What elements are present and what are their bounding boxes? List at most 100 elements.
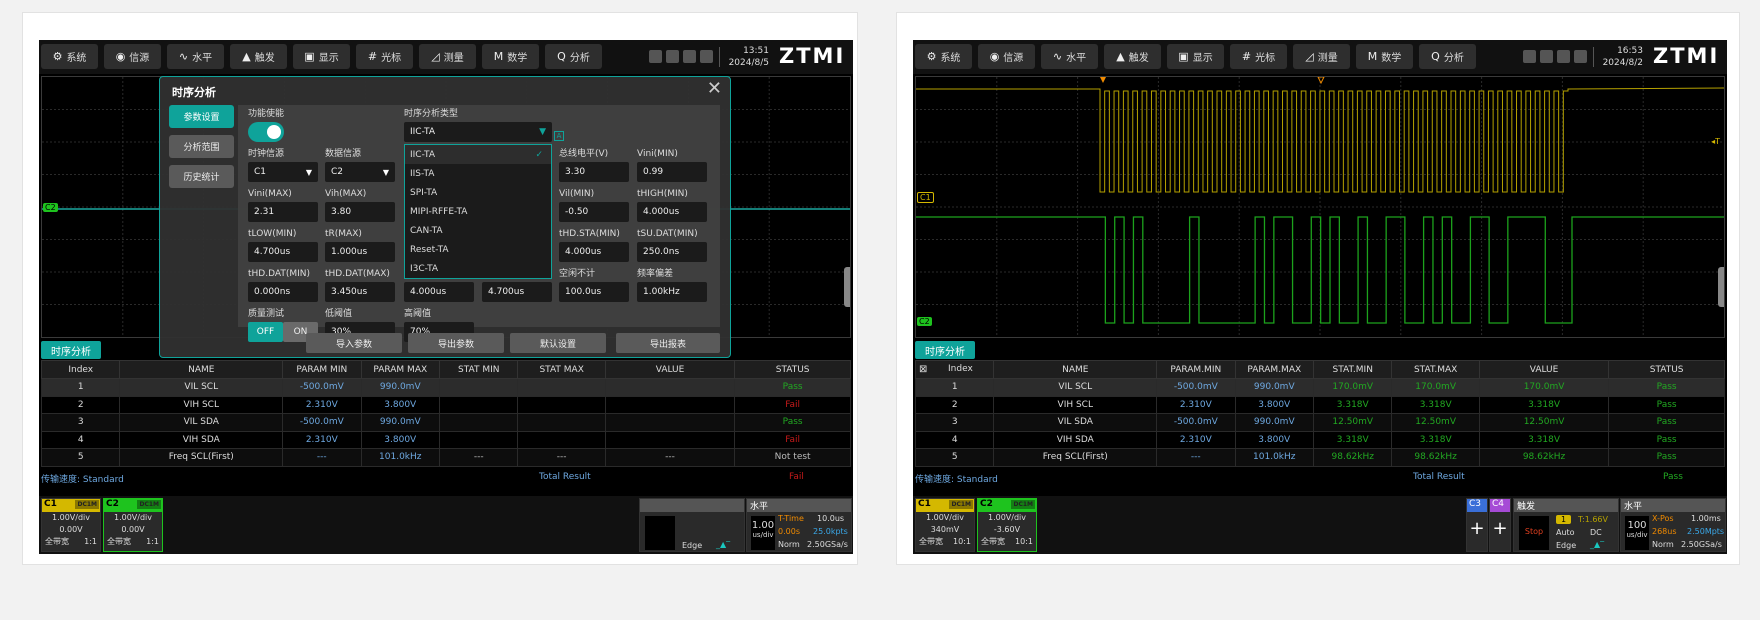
toolbar-button-source[interactable]: ◉ 信源	[104, 44, 161, 69]
toolbar-button-source[interactable]: ◉ 信源	[978, 44, 1035, 69]
clock-date: 2024/8/2	[1602, 58, 1643, 68]
field-value: 3.30	[565, 167, 586, 177]
dropdown-option[interactable]: IIC-TA ✓	[405, 145, 551, 164]
table-row[interactable]: 4 VIH SDA 2.310V 3.800V 3.318V 3.318V 3.318V Pa…	[914, 430, 1725, 449]
param-input[interactable]: 0.99	[637, 162, 707, 182]
toolbar-button-cursor[interactable]: # 光标	[356, 44, 413, 69]
param-input[interactable]: -0.50	[559, 202, 629, 222]
analysis-type-dropdown: IIC-TA ✓ IIS-TA SPI-TA MIPI-RFFE-TA CAN-TA Res…	[404, 144, 552, 279]
dropdown-option[interactable]: I3C-TA	[405, 259, 551, 278]
export-report-button[interactable]: 导出报表	[616, 333, 720, 353]
table-row[interactable]: 4 VIH SDA 2.310V 3.800V Fail	[40, 430, 851, 449]
export-params-button[interactable]: 导出参数	[408, 333, 504, 353]
toolbar-button-horizontal[interactable]: ∿ 水平	[1041, 44, 1098, 69]
toolbar-button-math[interactable]: M 数学	[482, 44, 539, 69]
param-input[interactable]: 4.000us	[404, 282, 474, 302]
channel-offset: 340mV	[930, 525, 960, 534]
param-input[interactable]: 3.30	[559, 162, 629, 182]
param-input[interactable]: 4.000us	[559, 242, 629, 262]
timing-analysis-tab[interactable]: 时序分析	[41, 341, 101, 359]
param-input[interactable]: 3.80	[325, 202, 395, 222]
dropdown-option[interactable]: Reset-TA	[405, 240, 551, 259]
param-input[interactable]: 250.0ns	[637, 242, 707, 262]
table-settings-icon[interactable]: ⊠	[919, 364, 928, 375]
param-input[interactable]: 4.700us	[248, 242, 318, 262]
param-input[interactable]: 4.000us	[637, 202, 707, 222]
toolbar-button-horizontal[interactable]: ∿ 水平	[167, 44, 224, 69]
cell-pmax: 3.800V	[360, 395, 441, 414]
toolbar-button-cursor[interactable]: # 光标	[1230, 44, 1287, 69]
search-icon: Q	[1431, 50, 1440, 63]
caret-down-icon: ▼	[539, 127, 546, 137]
param-input[interactable]: 1.000us	[325, 242, 395, 262]
channel-c1-box[interactable]: C1 DC1M 1.00V/div 340mV 全带宽 10:1	[915, 498, 975, 552]
results-table: Index NAME PARAM MIN PARAM MAX STAT MIN STAT …	[40, 360, 851, 467]
horizontal-panel[interactable]: 水平 100 us/div X-Pos 1.00ms 268us 2.50Mpts Norm 2…	[1620, 498, 1726, 552]
channel-c1-box[interactable]: C1 DC1M 1.00V/div 0.00V 全带宽 1:1	[41, 498, 101, 552]
param-input[interactable]: 0.000ns	[248, 282, 318, 302]
timing-analysis-tab[interactable]: 时序分析	[915, 341, 975, 359]
collapse-handle[interactable]	[844, 267, 850, 307]
column-header: PARAM.MAX	[1234, 360, 1315, 379]
table-row[interactable]: 2 VIH SCL 2.310V 3.800V 3.318V 3.318V 3.318V Pa…	[914, 395, 1725, 414]
toolbar-button-math[interactable]: M 数学	[1356, 44, 1413, 69]
toolbar-button-gear[interactable]: ⚙ 系统	[41, 44, 98, 69]
toolbar-button-measure[interactable]: ◿ 测量	[1293, 44, 1350, 69]
param-input[interactable]: 4.700us	[482, 282, 552, 302]
nav-parameter-settings[interactable]: 参数设置	[169, 105, 234, 128]
channel-header: C2 DC1M	[978, 499, 1036, 512]
dropdown-option[interactable]: IIS-TA	[405, 164, 551, 183]
dropdown-option[interactable]: SPI-TA	[405, 183, 551, 202]
cell-smin	[438, 413, 519, 432]
column-header-label: Index	[948, 364, 973, 374]
source-select[interactable]: C1 ▼	[248, 162, 318, 182]
toolbar-button-measure[interactable]: ◿ 测量	[419, 44, 476, 69]
analysis-type-select[interactable]: IIC-TA ▼	[404, 122, 552, 142]
dropdown-option[interactable]: MIPI-RFFE-TA	[405, 202, 551, 221]
channel-c4-add[interactable]: C4 +	[1489, 498, 1511, 552]
default-settings-button[interactable]: 默认设置	[510, 333, 606, 353]
enable-toggle[interactable]	[248, 122, 284, 142]
param-input[interactable]: 100.0us	[559, 282, 629, 302]
trigger-mode: Auto	[1556, 528, 1575, 537]
toolbar-button-gear[interactable]: ⚙ 系统	[915, 44, 972, 69]
toolbar-button-display[interactable]: ▣ 显示	[1167, 44, 1224, 69]
toolbar-button-trigger[interactable]: ▲ 触发	[1104, 44, 1161, 69]
trigger-panel[interactable]: 触发 Stop 1 T:1.66V Auto DC Edge _▲‾	[1513, 498, 1619, 552]
collapse-handle[interactable]	[1718, 267, 1724, 307]
quality-off-button[interactable]: OFF	[248, 322, 283, 342]
toolbar-button-search[interactable]: Q 分析	[545, 44, 602, 69]
source-select[interactable]: C2 ▼	[325, 162, 395, 182]
table-row[interactable]: 5 Freq SCL(First) --- 101.0kHz --- --- --- Not …	[40, 448, 851, 467]
table-row[interactable]: 2 VIH SCL 2.310V 3.800V Fail	[40, 395, 851, 414]
channel-c2-box[interactable]: C2 DC1M 1.00V/div 0.00V 全带宽 1:1	[103, 498, 163, 552]
param-input[interactable]: 1.00kHz	[637, 282, 707, 302]
channel-c2-box[interactable]: C2 DC1M 1.00V/div -3.60V 全带宽 10:1	[977, 498, 1037, 552]
table-row[interactable]: 3 VIL SDA -500.0mV 990.0mV Pass	[40, 413, 851, 432]
toolbar-button-search[interactable]: Q 分析	[1419, 44, 1476, 69]
table-row[interactable]: 5 Freq SCL(First) --- 101.0kHz 98.62kHz 98.62…	[914, 448, 1725, 467]
dropdown-option[interactable]: CAN-TA	[405, 221, 551, 240]
field-value: 0.99	[643, 167, 664, 177]
channel-c3-add[interactable]: C3 +	[1466, 498, 1488, 552]
channel-scale: 1.00V/div	[987, 513, 1026, 522]
nav-analysis-range[interactable]: 分析范围	[169, 135, 234, 158]
channel-bw-probe: 全带宽 1:1	[104, 536, 162, 548]
close-icon[interactable]: ✕	[706, 78, 722, 99]
trigger-panel[interactable]: Edge _▲‾	[639, 498, 745, 552]
horizontal-panel[interactable]: 水平 1.00 us/div T-Time 10.0us 0.00s 25.0kpts Nor…	[746, 498, 852, 552]
search-icon: Q	[557, 50, 566, 63]
toolbar-button-display[interactable]: ▣ 显示	[293, 44, 350, 69]
param-input[interactable]: 3.450us	[325, 282, 395, 302]
table-row[interactable]: 1 VIL SCL -500.0mV 990.0mV Pass	[40, 378, 851, 397]
table-row[interactable]: 1 VIL SCL -500.0mV 990.0mV 170.0mV 170.0mV 170…	[914, 378, 1725, 397]
channel-header: C1 DC1M	[916, 499, 974, 512]
cell-smax	[517, 430, 606, 449]
param-input[interactable]: 2.31	[248, 202, 318, 222]
cell-pmax: 990.0mV	[1234, 413, 1315, 432]
nav-history-stats[interactable]: 历史统计	[169, 165, 234, 188]
transfer-speed: 传输速度: Standard	[41, 475, 124, 485]
toolbar-button-trigger[interactable]: ▲ 触发	[230, 44, 287, 69]
import-params-button[interactable]: 导入参数	[306, 333, 402, 353]
table-row[interactable]: 3 VIL SDA -500.0mV 990.0mV 12.50mV 12.50mV 12.…	[914, 413, 1725, 432]
